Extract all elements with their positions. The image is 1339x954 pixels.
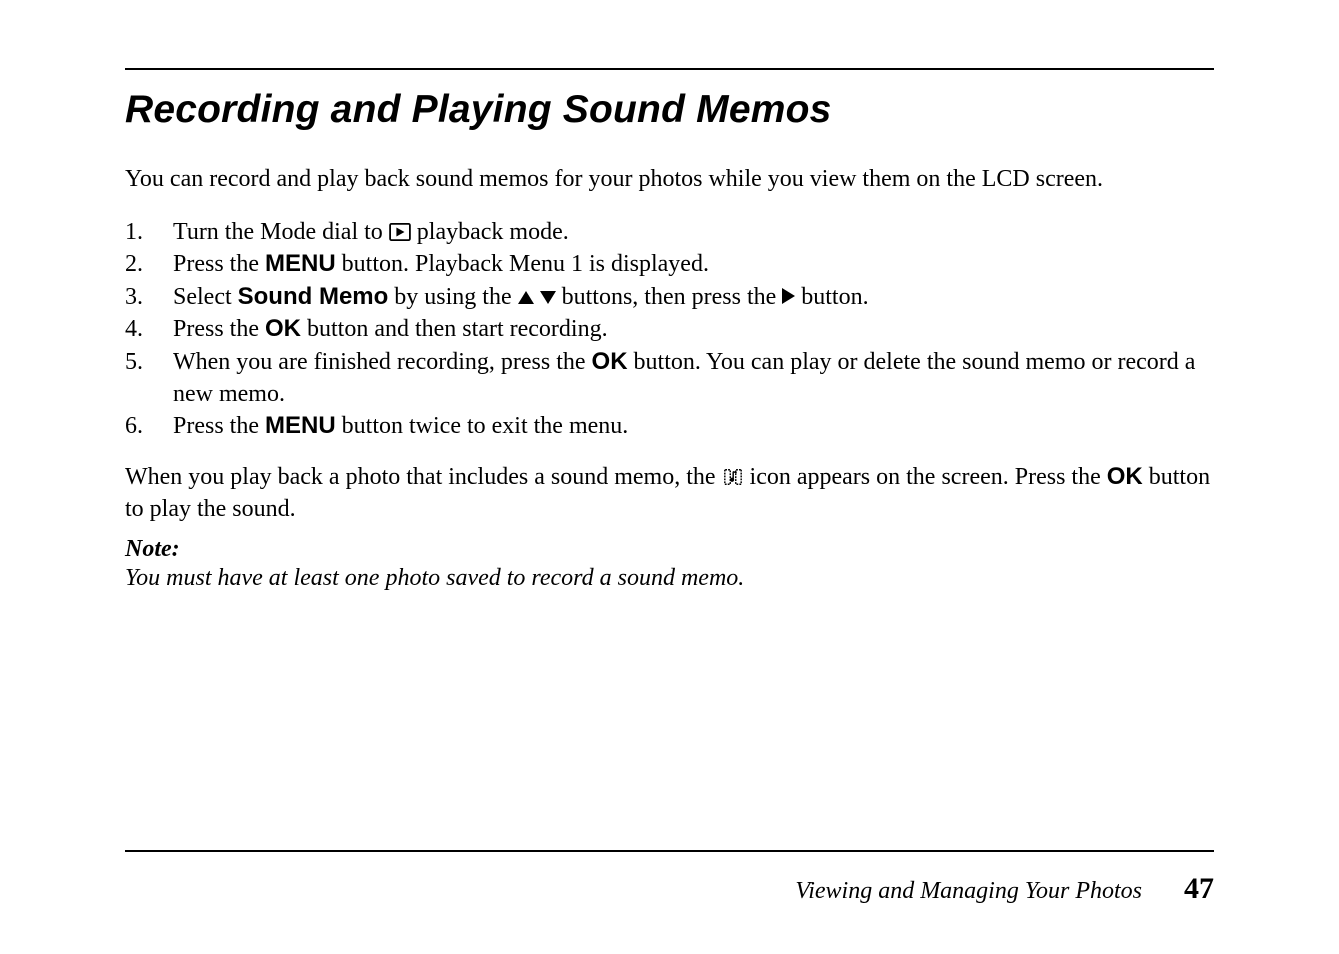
steps-list: Turn the Mode dial to playback mode. Pre…: [125, 216, 1214, 443]
menu-label-2: MENU: [265, 412, 336, 439]
step-3-text-a: Select: [173, 284, 238, 310]
post-a: When you play back a photo that includes…: [125, 464, 722, 490]
step-1: Turn the Mode dial to playback mode.: [125, 216, 1214, 248]
step-3: Select Sound Memo by using the buttons, …: [125, 281, 1214, 313]
section-title: Recording and Playing Sound Memos: [125, 88, 1214, 132]
step-5: When you are finished recording, press t…: [125, 346, 1214, 411]
sound-memo-label: Sound Memo: [238, 283, 389, 310]
ok-label-3: OK: [1107, 463, 1143, 490]
down-arrow-icon: [540, 291, 556, 304]
step-2-text-a: Press the: [173, 251, 265, 277]
intro-paragraph: You can record and play back sound memos…: [125, 164, 1214, 194]
step-4-text-b: button and then start recording.: [301, 316, 608, 342]
step-1-text-a: Turn the Mode dial to: [173, 219, 389, 245]
step-3-text-b: by using the: [388, 284, 517, 310]
step-5-text-a: When you are finished recording, press t…: [173, 349, 592, 375]
menu-label: MENU: [265, 250, 336, 277]
note-body: You must have at least one photo saved t…: [125, 565, 1214, 592]
step-1-text-b: playback mode.: [417, 219, 569, 245]
step-2-text-b: button. Playback Menu 1 is displayed.: [336, 251, 709, 277]
note-label: Note:: [125, 536, 1214, 563]
step-6-text-b: button twice to exit the menu.: [336, 413, 629, 439]
right-arrow-icon: [782, 288, 795, 304]
ok-label-1: OK: [265, 315, 301, 342]
page-number: 47: [1184, 872, 1214, 905]
step-4-text-a: Press the: [173, 316, 265, 342]
post-b: icon appears on the screen. Press the: [750, 464, 1107, 490]
step-6: Press the MENU button twice to exit the …: [125, 410, 1214, 442]
post-paragraph: When you play back a photo that includes…: [125, 461, 1214, 526]
up-arrow-icon: [518, 291, 534, 304]
step-3-text-c: buttons, then press the: [562, 284, 783, 310]
playback-mode-icon: [389, 223, 411, 241]
bottom-rule: [125, 850, 1214, 852]
step-4: Press the OK button and then start recor…: [125, 313, 1214, 345]
ok-label-2: OK: [592, 348, 628, 375]
step-3-text-d: button.: [801, 284, 868, 310]
page-footer: Viewing and Managing Your Photos 47: [125, 850, 1214, 906]
step-6-text-a: Press the: [173, 413, 265, 439]
footer-section-name: Viewing and Managing Your Photos: [795, 878, 1142, 904]
sound-memo-icon: [722, 467, 744, 487]
top-rule: [125, 68, 1214, 70]
step-2: Press the MENU button. Playback Menu 1 i…: [125, 248, 1214, 280]
